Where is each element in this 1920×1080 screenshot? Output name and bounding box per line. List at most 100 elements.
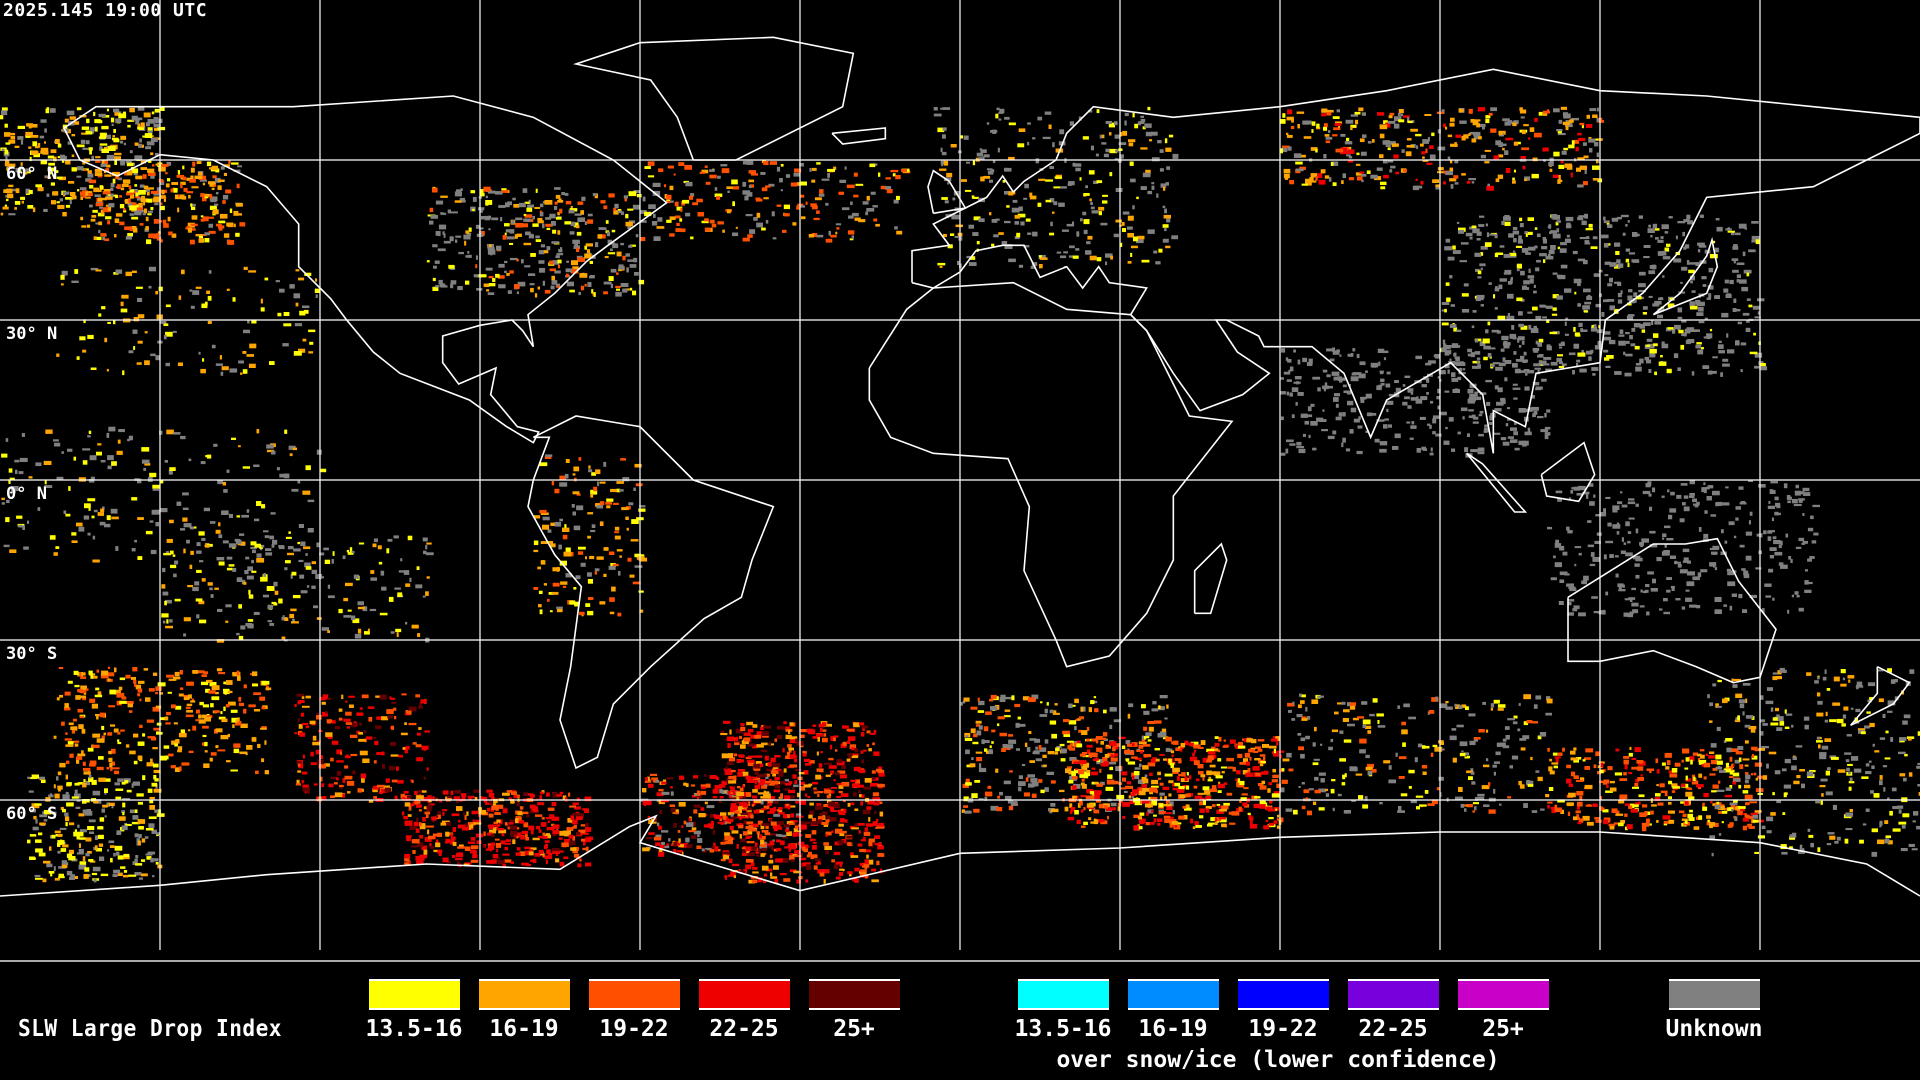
cloud-pixel <box>794 830 799 834</box>
cloud-pixel <box>235 719 239 723</box>
cloud-pixel <box>62 191 70 195</box>
cloud-pixel <box>228 564 235 567</box>
cloud-pixel <box>1356 450 1363 455</box>
cloud-pixel <box>1686 260 1690 265</box>
cloud-pixel <box>373 538 378 543</box>
cloud-pixel <box>1407 120 1413 124</box>
cloud-pixel <box>507 290 512 294</box>
cloud-pixel <box>133 172 138 176</box>
cloud-pixel <box>1621 537 1624 542</box>
cloud-pixel <box>488 283 496 287</box>
cloud-pixel <box>951 214 960 220</box>
cloud-pixel <box>420 699 427 704</box>
cloud-pixel <box>51 200 56 205</box>
cloud-pixel <box>1628 314 1635 317</box>
cloud-pixel <box>85 780 90 786</box>
cloud-pixel <box>87 747 94 752</box>
cloud-pixel <box>1564 238 1571 243</box>
cloud-pixel <box>976 152 984 157</box>
cloud-pixel <box>838 820 841 823</box>
cloud-pixel <box>1421 384 1427 388</box>
cloud-pixel <box>278 598 283 604</box>
cloud-pixel <box>381 586 387 591</box>
cloud-pixel <box>199 560 204 563</box>
cloud-pixel <box>1702 284 1707 287</box>
cloud-pixel <box>638 279 645 285</box>
cloud-pixel <box>1323 154 1327 159</box>
cloud-pixel <box>1393 123 1400 129</box>
cloud-pixel <box>1558 601 1564 605</box>
cloud-pixel <box>5 160 10 165</box>
cloud-pixel <box>1729 605 1733 611</box>
cloud-pixel <box>174 671 180 677</box>
cloud-pixel <box>488 792 495 798</box>
cloud-pixel <box>1521 247 1529 253</box>
cloud-pixel <box>176 174 185 178</box>
cloud-pixel <box>515 816 521 819</box>
cloud-pixel <box>1483 427 1489 433</box>
cloud-pixel <box>44 175 50 179</box>
cloud-pixel <box>1562 363 1567 366</box>
cloud-pixel <box>1669 555 1676 559</box>
cloud-pixel <box>517 811 523 816</box>
cloud-pixel <box>493 798 498 803</box>
cloud-pixel <box>1286 439 1294 443</box>
cloud-pixel <box>322 796 327 801</box>
cloud-pixel <box>1335 416 1342 421</box>
cloud-pixel <box>1038 178 1046 181</box>
cloud-pixel <box>1647 343 1655 349</box>
cloud-pixel <box>793 750 796 756</box>
cloud-pixel <box>201 303 208 309</box>
cloud-pixel <box>1630 343 1636 347</box>
cloud-pixel <box>493 857 501 860</box>
cloud-pixel <box>595 503 602 507</box>
cloud-pixel <box>545 859 548 865</box>
cloud-pixel <box>497 859 505 865</box>
cloud-pixel <box>1673 258 1682 263</box>
cloud-pixel <box>35 184 42 188</box>
cloud-pixel <box>181 269 185 275</box>
cloud-pixel <box>177 749 182 753</box>
cloud-pixel <box>1461 293 1469 297</box>
cloud-pixel <box>1298 448 1306 454</box>
cloud-pixel <box>551 280 558 285</box>
cloud-pixel <box>789 853 794 857</box>
cloud-pixel <box>647 815 650 820</box>
cloud-pixel <box>1350 124 1357 128</box>
cloud-pixel <box>445 822 452 826</box>
cloud-pixel <box>1560 106 1567 110</box>
cloud-pixel <box>143 200 146 206</box>
cloud-pixel <box>14 201 21 205</box>
cloud-pixel <box>588 469 593 473</box>
cloud-pixel <box>1628 498 1635 501</box>
cloud-pixel <box>470 823 474 829</box>
cloud-pixel <box>635 234 639 238</box>
cloud-pixel <box>139 184 145 188</box>
cloud-pixel <box>189 289 193 292</box>
cloud-pixel <box>76 799 81 802</box>
cloud-pixel <box>1018 206 1023 212</box>
cloud-pixel <box>88 774 92 779</box>
cloud-pixel <box>1444 246 1452 251</box>
cloud-pixel <box>305 566 312 570</box>
cloud-pixel <box>129 809 137 814</box>
cloud-pixel <box>1329 358 1335 362</box>
cloud-pixel <box>1662 275 1665 278</box>
cloud-pixel <box>398 754 403 758</box>
cloud-pixel <box>515 223 523 228</box>
cloud-pixel <box>1551 313 1558 316</box>
cloud-pixel <box>80 196 83 200</box>
cloud-pixel <box>1165 245 1171 249</box>
cloud-pixel <box>262 594 269 598</box>
cloud-pixel <box>1649 506 1653 511</box>
cloud-pixel <box>196 161 202 164</box>
cloud-pixel <box>539 609 543 615</box>
cloud-pixel <box>549 216 554 219</box>
cloud-pixel <box>148 266 156 272</box>
cloud-pixel <box>532 223 539 227</box>
cloud-pixel <box>1573 343 1580 349</box>
cloud-pixel <box>86 118 90 124</box>
cloud-pixel <box>1157 140 1162 144</box>
cloud-pixel <box>238 360 244 364</box>
cloud-pixel <box>1661 341 1665 345</box>
